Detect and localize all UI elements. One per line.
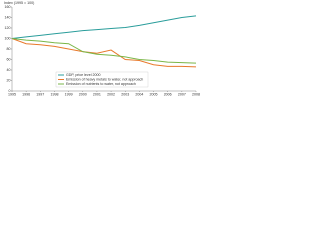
x-tick-label: 2001 — [93, 92, 101, 96]
x-tick-label: 2004 — [135, 92, 143, 96]
legend-label: GDP, price level 2000 — [66, 73, 101, 77]
y-tick-label: 40 — [7, 68, 11, 72]
x-tick-label: 2008 — [192, 92, 200, 96]
series-line — [11, 38, 197, 64]
x-tick-label: 2006 — [164, 92, 172, 96]
legend-box — [55, 71, 149, 88]
x-tick-label: 2000 — [79, 92, 87, 96]
x-tick-label: 2002 — [107, 92, 115, 96]
series-line — [11, 38, 197, 68]
y-axis-title: Index (1995 = 100) — [4, 1, 34, 5]
y-tick-label: 0 — [9, 89, 11, 93]
legend-label: Emission of nutrients to water, not appr… — [66, 82, 136, 86]
x-tick-label: 1999 — [65, 92, 73, 96]
x-tick-label: 1997 — [36, 92, 44, 96]
page: Index (1995 = 100) 0 20 40 60 80 100 120 140 160… — [0, 0, 200, 103]
x-tick-label: 1996 — [22, 92, 30, 96]
x-tick-label: 2007 — [178, 92, 186, 96]
y-tick-label: 100 — [5, 36, 11, 40]
y-tick-label: 120 — [5, 26, 11, 30]
y-tick-label: 160 — [5, 5, 11, 9]
y-tick-label: 60 — [7, 57, 11, 61]
chart: Index (1995 = 100) 0 20 40 60 80 100 120 140 160… — [4, 1, 200, 97]
x-tick-label: 2003 — [121, 92, 129, 96]
y-tick-label: 20 — [7, 78, 11, 82]
x-tick-label: 1998 — [50, 92, 58, 96]
x-tick-label: 2005 — [150, 92, 158, 96]
series-line — [11, 15, 197, 39]
y-tick-label: 140 — [5, 15, 11, 19]
legend-label: Emission of heavy metals to water, not a… — [66, 77, 143, 81]
x-tick-label: 1995 — [8, 92, 16, 96]
y-tick-label: 80 — [7, 47, 11, 51]
